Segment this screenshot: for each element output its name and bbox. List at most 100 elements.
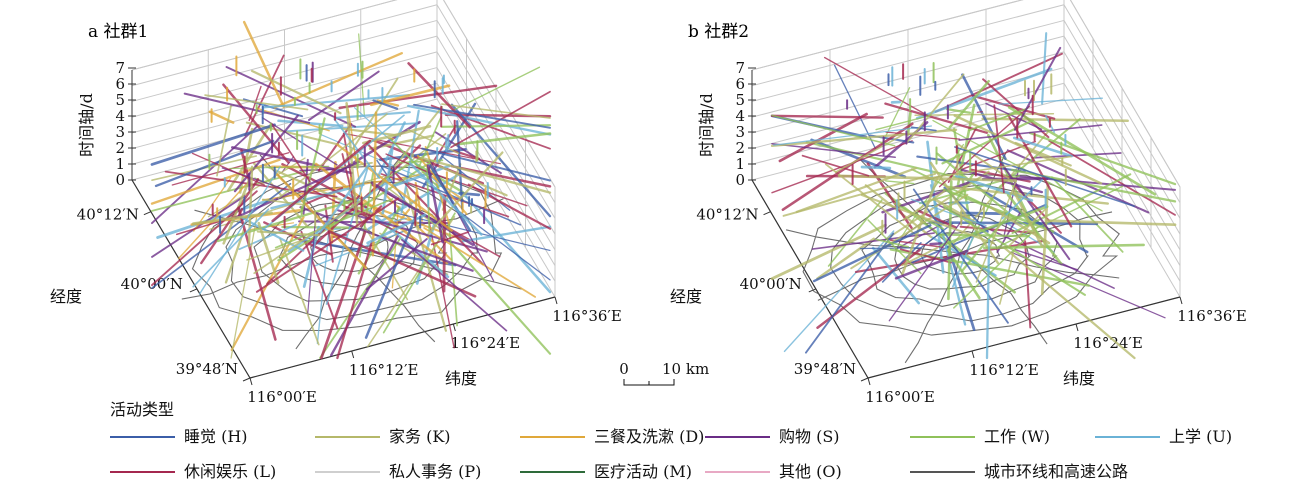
trajectory-H: [916, 222, 954, 252]
trajectory-K: [256, 230, 321, 237]
trajectory-W: [448, 223, 458, 327]
trajectory-W: [935, 152, 1017, 220]
x-axis-label: 纬度: [445, 369, 477, 388]
y-axis: [131, 179, 251, 379]
trajectory-D: [178, 177, 253, 260]
trajectory-H: [881, 242, 922, 283]
z-tick-label: 0: [115, 171, 125, 189]
ring-road: [802, 173, 1120, 336]
trajectory-K: [906, 73, 965, 144]
trajectory-S: [183, 92, 311, 124]
trajectory-K: [981, 117, 1129, 123]
trajectory-K: [989, 206, 1051, 245]
trajectory-K: [860, 193, 995, 245]
legend-item: 睡觉 (H): [110, 427, 248, 446]
trajectory-K: [216, 104, 232, 177]
z-tick-label: 4: [115, 107, 125, 125]
trajectory-W: [1051, 176, 1124, 253]
trajectory-L: [237, 206, 277, 341]
legend-item: 家务 (K): [315, 427, 451, 446]
trajectory-L: [271, 139, 372, 223]
trajectory-K: [975, 180, 1017, 283]
trajectory-S: [307, 212, 317, 314]
trajectory-W: [875, 114, 932, 131]
trajectory-K: [834, 133, 906, 173]
trajectory-W: [968, 107, 1028, 132]
trajectory-K: [901, 176, 939, 276]
legend-title: 活动类型: [110, 400, 174, 419]
y-tick-label: 40°00′N: [740, 275, 802, 293]
highway: [295, 249, 351, 350]
trajectory-W: [932, 119, 1103, 212]
trajectory-L: [307, 187, 417, 242]
trajectory-H: [833, 64, 877, 150]
trajectory-L: [324, 204, 334, 263]
z-tick-label: 6: [735, 75, 745, 93]
z-axis-label: 时间轴/d: [697, 93, 716, 157]
trajectory-W: [301, 117, 326, 212]
scale-bar: 0 10 km: [619, 360, 709, 386]
legend-item: 工作 (W): [910, 427, 1050, 446]
trajectory-H: [421, 147, 551, 182]
highway: [181, 249, 351, 300]
trajectory-S: [370, 181, 475, 247]
trajectory-D: [242, 20, 285, 109]
legend-item: 上学 (U): [1095, 427, 1232, 446]
scale-bar-end: 10 km: [662, 360, 709, 378]
trajectory-W: [956, 103, 976, 186]
trajectory-H: [912, 188, 1009, 324]
trajectory-L: [938, 105, 1031, 188]
trajectory-H: [456, 120, 464, 210]
legend-item: 购物 (S): [705, 427, 840, 446]
trajectory-H: [364, 212, 418, 339]
legend-item: 休闲娱乐 (L): [110, 462, 276, 481]
x-tick-label: 116°24′E: [1073, 334, 1143, 352]
z-tick-label: 1: [115, 155, 125, 173]
trajectory-K: [279, 238, 320, 346]
y-axis-label: 经度: [670, 287, 702, 306]
trajectory-S: [337, 209, 488, 253]
x-tick-label: 116°36′E: [1177, 307, 1247, 325]
trajectory-L: [1024, 240, 1032, 329]
trajectory-K: [770, 223, 887, 281]
trajectory-W: [945, 107, 972, 114]
trajectory-L: [327, 230, 477, 298]
trajectory-L: [467, 183, 552, 230]
trajectory-D: [150, 158, 281, 205]
ring-road: [894, 214, 1032, 290]
trajectory-K: [924, 155, 1072, 180]
y-tick: [763, 211, 771, 216]
trajectory-L: [244, 54, 285, 137]
trajectory-H: [150, 123, 276, 166]
panel-title: b 社群2: [688, 22, 749, 42]
trajectory-L: [255, 197, 400, 293]
trajectory-K: [392, 169, 429, 185]
trajectory-K: [407, 128, 460, 155]
trajectory-K: [998, 250, 1015, 305]
trajectory-U: [348, 193, 450, 279]
legend-label: 医疗活动 (M): [594, 462, 692, 481]
trajectory-U: [277, 119, 344, 128]
trajectory-L: [300, 230, 339, 329]
trajectory-S: [426, 164, 445, 244]
trajectory-U: [198, 166, 281, 295]
trajectory-U: [407, 104, 552, 136]
trajectory-L: [781, 122, 914, 211]
trajectory-S: [308, 70, 380, 121]
trajectory-L: [934, 52, 1063, 113]
trajectory-H: [450, 103, 552, 218]
trajectory-D: [389, 208, 411, 233]
legend-label: 睡觉 (H): [184, 427, 248, 446]
trajectory-W: [946, 249, 981, 300]
trajectory-K: [230, 217, 258, 359]
trajectory-U: [1041, 32, 1048, 105]
trajectory-S: [1014, 249, 1079, 271]
trajectory-U: [461, 225, 552, 243]
trajectory-W: [1028, 131, 1177, 186]
legend-label: 城市环线和高速公路: [984, 462, 1128, 481]
trajectory-H: [151, 182, 292, 289]
z-tick-label: 1: [735, 155, 745, 173]
trajectory-W: [885, 180, 915, 185]
trajectory-K: [901, 246, 939, 267]
